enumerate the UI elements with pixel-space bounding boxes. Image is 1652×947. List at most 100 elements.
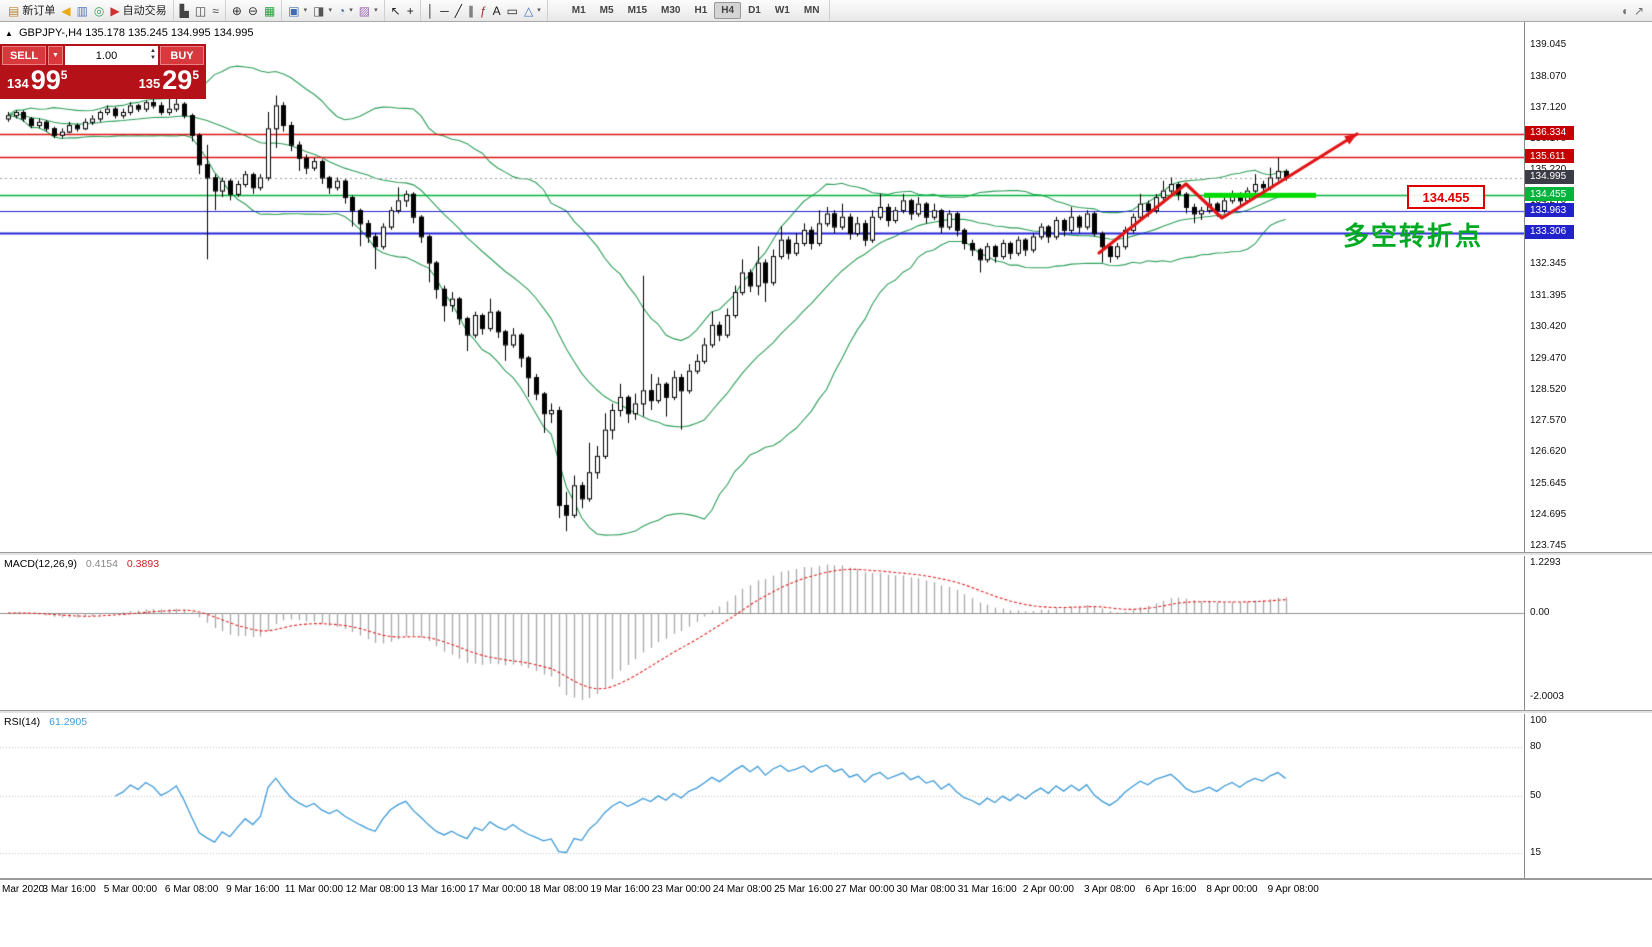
time-axis-label: 18 Mar 08:00 (529, 884, 589, 895)
new-chart-button[interactable]: ▣ ▾ (285, 3, 310, 19)
timeframe-h1-button[interactable]: H1 (687, 2, 714, 19)
rsi-scale-label: 50 (1530, 790, 1542, 801)
timeframe-w1-button[interactable]: W1 (768, 2, 797, 19)
caret-down-icon: ▾ (537, 6, 541, 14)
profiles-button[interactable]: ◨ ▾ (310, 3, 335, 19)
rsi-label: RSI(14) 61.2905 (4, 716, 87, 728)
caret-up-icon: ▲ (150, 48, 156, 54)
toolbar-group-timeframes: M1 M5 M15 M30 H1 H4 D1 W1 MN (562, 0, 831, 21)
timeframe-h4-button[interactable]: H4 (714, 2, 742, 19)
price-scale-label: 127.570 (1530, 414, 1567, 426)
ask-price[interactable]: 135 29 5 (139, 67, 199, 94)
rsi-scale-label: 100 (1530, 715, 1547, 726)
alert-sound-button[interactable]: ◀ (58, 4, 73, 18)
price-scale-label: 126.620 (1530, 445, 1567, 457)
vertical-line-button[interactable]: │ (424, 4, 438, 18)
timeframe-m30-button[interactable]: M30 (654, 2, 687, 19)
price-axis: 139.045138.070137.120136.170135.220134.2… (1524, 22, 1652, 552)
rsi-scale-label: 80 (1530, 740, 1542, 752)
timeframe-m1-button[interactable]: M1 (565, 2, 593, 19)
caret-down-icon: ▾ (349, 6, 353, 14)
toolbar-group-cursor-tools: ↖ + (385, 0, 421, 21)
macd-scale-label: 1.2293 (1530, 557, 1561, 568)
candlestick-chart-icon: ◫ (194, 3, 207, 18)
autotrading-button-label: 自动交易 (122, 4, 167, 17)
rsi-name: RSI(14) (4, 716, 41, 728)
ask-pipette: 5 (192, 68, 199, 82)
timeframe-m15-button[interactable]: M15 (621, 2, 654, 19)
mouse-mode-button[interactable]: ↗ (1631, 4, 1647, 18)
support-price-callout: 134.455 (1407, 185, 1485, 209)
panel-splitter[interactable] (0, 552, 1652, 556)
timeframe-d1-button[interactable]: D1 (741, 2, 768, 19)
timeframe-m5-button[interactable]: M5 (593, 2, 621, 19)
alert-sound-icon: ◀ (61, 3, 71, 18)
toolbar-group-chart-management: ▣ ▾ ◨ ▾ ◔ ▾ ▨ ▾ (282, 0, 385, 21)
candlestick-chart-button[interactable]: ◫ (192, 4, 209, 18)
order-options-dropdown[interactable]: ▼ (48, 46, 63, 65)
sell-button[interactable]: SELL (2, 46, 46, 65)
time-axis-label: 3 Mar 16:00 (42, 884, 96, 895)
autotrading-button[interactable]: ▶ 自动交易 (107, 3, 169, 19)
price-scale-label: 123.745 (1530, 540, 1567, 552)
channel-button[interactable]: ∥ (465, 4, 477, 18)
one-click-trading-panel: SELL ▼ ▲▼ BUY 134 99 5 135 29 5 (0, 44, 206, 99)
tile-windows-button[interactable]: ▦ (261, 4, 278, 18)
toolbar-group-zoom: ⊕ ⊖ ▦ (226, 0, 283, 21)
current-price-tag: 134.995 (1525, 169, 1574, 184)
caret-down-icon: ▾ (303, 6, 308, 14)
bid-big-figure: 134 (7, 76, 29, 91)
bid-pipette: 5 (60, 68, 68, 82)
bid-price[interactable]: 134 99 5 (7, 67, 67, 94)
shapes-button[interactable]: △ ▾ (521, 3, 544, 19)
line-chart-button[interactable]: ≈ (209, 4, 222, 18)
price-scale-label: 138.070 (1530, 70, 1567, 82)
time-axis-label: 17 Mar 00:00 (468, 884, 528, 895)
bar-chart-button[interactable]: ▙ (177, 4, 192, 18)
live-support-button[interactable]: ◎ (91, 4, 107, 18)
price-chart-canvas[interactable] (0, 22, 1524, 552)
cursor-button[interactable]: ↖ (388, 4, 404, 18)
zoom-in-icon: ⊕ (231, 3, 242, 18)
time-axis-label: 3 Apr 08:00 (1084, 884, 1136, 895)
time-axis-label: Mar 2020 (2, 884, 45, 895)
macd-canvas[interactable] (0, 556, 1524, 710)
caret-down-icon: ▾ (374, 6, 378, 14)
crosshair-button[interactable]: + (404, 4, 417, 18)
panel-splitter[interactable] (0, 710, 1652, 714)
chart-ohlc: 135.178 135.245 134.995 134.995 (85, 27, 254, 39)
text-label-button[interactable]: ▭ (504, 4, 521, 18)
text-label-icon: ▭ (506, 3, 518, 18)
toolbar-group-chart-type: ▙ ◫ ≈ (174, 0, 226, 21)
zoom-in-button[interactable]: ⊕ (229, 4, 245, 18)
bid-pips: 99 (30, 65, 61, 95)
price-scale-label: 130.420 (1530, 321, 1567, 333)
price-level-tag: 135.611 (1525, 149, 1574, 164)
horizontal-line-icon: ─ (440, 3, 449, 18)
volume-input[interactable] (65, 48, 158, 63)
horizontal-line-button[interactable]: ─ (437, 4, 452, 18)
period-button[interactable]: ◔ ▾ (335, 3, 356, 19)
indicators-button[interactable]: ▨ ▾ (356, 3, 381, 19)
text-button[interactable]: A (490, 4, 504, 18)
buy-button[interactable]: BUY (160, 46, 204, 65)
time-axis-label: 6 Apr 16:00 (1145, 884, 1197, 895)
caret-down-icon: ▼ (150, 55, 156, 61)
chart-area: ▲ GBPJPY-,H4 135.178 135.245 134.995 134… (0, 22, 1652, 552)
timeframe-mn-button[interactable]: MN (797, 2, 827, 19)
cursor-icon: ↖ (390, 3, 401, 18)
rsi-canvas[interactable] (0, 714, 1524, 878)
toolbar-group-file: ▤ 新订单 ◀ ▥ ◎ ▶ 自动交易 (2, 0, 174, 21)
price-level-tag: 136.334 (1525, 125, 1574, 140)
fibonacci-button[interactable]: ƒ (477, 4, 490, 18)
zoom-out-button[interactable]: ⊖ (245, 4, 261, 18)
trendline-button[interactable]: ╱ (452, 4, 465, 18)
new-order-button[interactable]: ▤ 新订单 (5, 3, 58, 19)
rsi-axis: 100 80 50 15 (1524, 714, 1652, 878)
print-button[interactable]: ▥ (74, 4, 91, 18)
volume-stepper[interactable]: ▲ ▼ (150, 48, 156, 62)
rsi-scale-label: 15 (1530, 847, 1542, 859)
chat-button[interactable]: ◖ (1618, 4, 1631, 18)
price-scale-label: 124.695 (1530, 508, 1567, 520)
time-axis-label: 6 Mar 08:00 (164, 884, 219, 895)
